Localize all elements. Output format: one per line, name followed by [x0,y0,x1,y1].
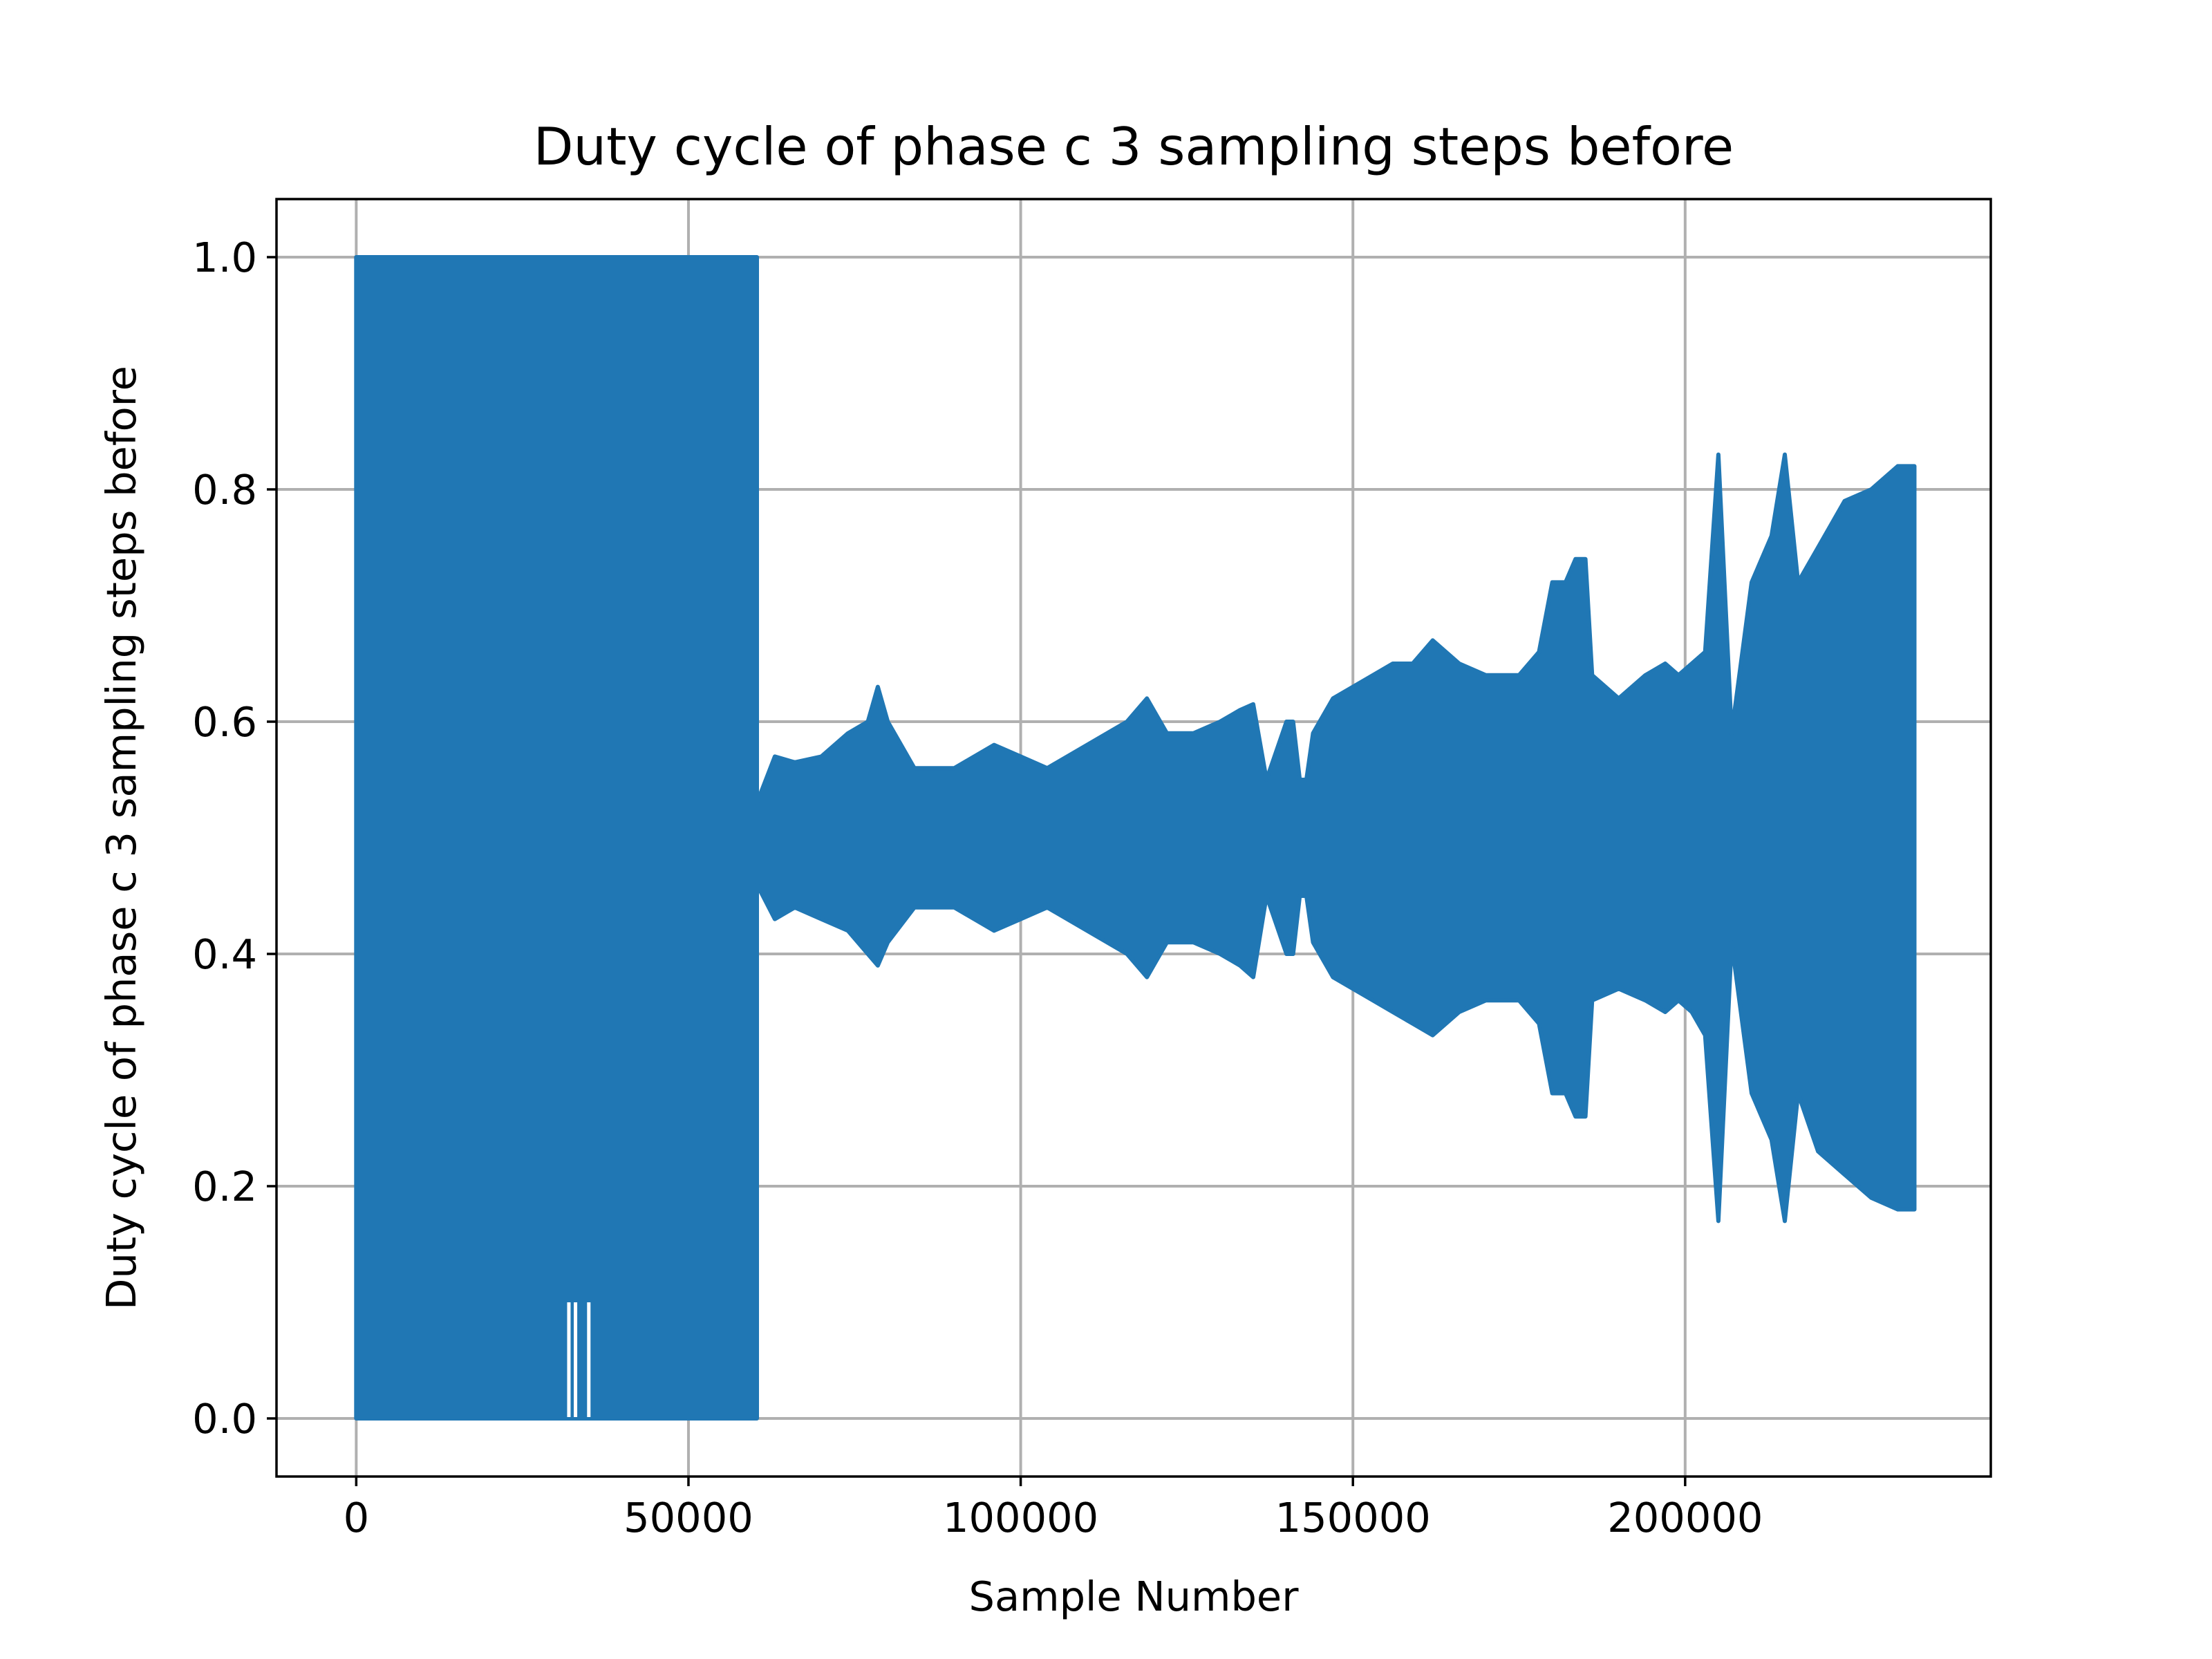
chart-title: Duty cycle of phase c 3 sampling steps b… [534,116,1734,177]
y-tick-label: 0.0 [192,1395,257,1443]
x-axis-label: Sample Number [969,1573,1300,1620]
x-tick-label: 150000 [1275,1494,1431,1541]
data-layer [354,255,1917,1421]
y-tick-label: 0.2 [192,1163,257,1210]
ticks: 0 50000 100000 150000 200000 0.0 0.2 0.4 0.6 0.8 1… [192,234,1763,1541]
x-tick-label: 50000 [624,1494,753,1541]
y-tick-label: 0.8 [192,466,257,514]
x-tick-label: 0 [344,1494,370,1541]
y-tick-label: 1.0 [192,234,257,281]
x-tick-label: 100000 [943,1494,1098,1541]
x-tick-label: 200000 [1607,1494,1763,1541]
y-tick-label: 0.6 [192,698,257,746]
plot-frame [275,198,1992,1478]
y-axis-label: Duty cycle of phase c 3 sampling steps b… [97,366,145,1310]
y-tick-label: 0.4 [192,930,257,978]
series-envelope [354,255,1917,1421]
